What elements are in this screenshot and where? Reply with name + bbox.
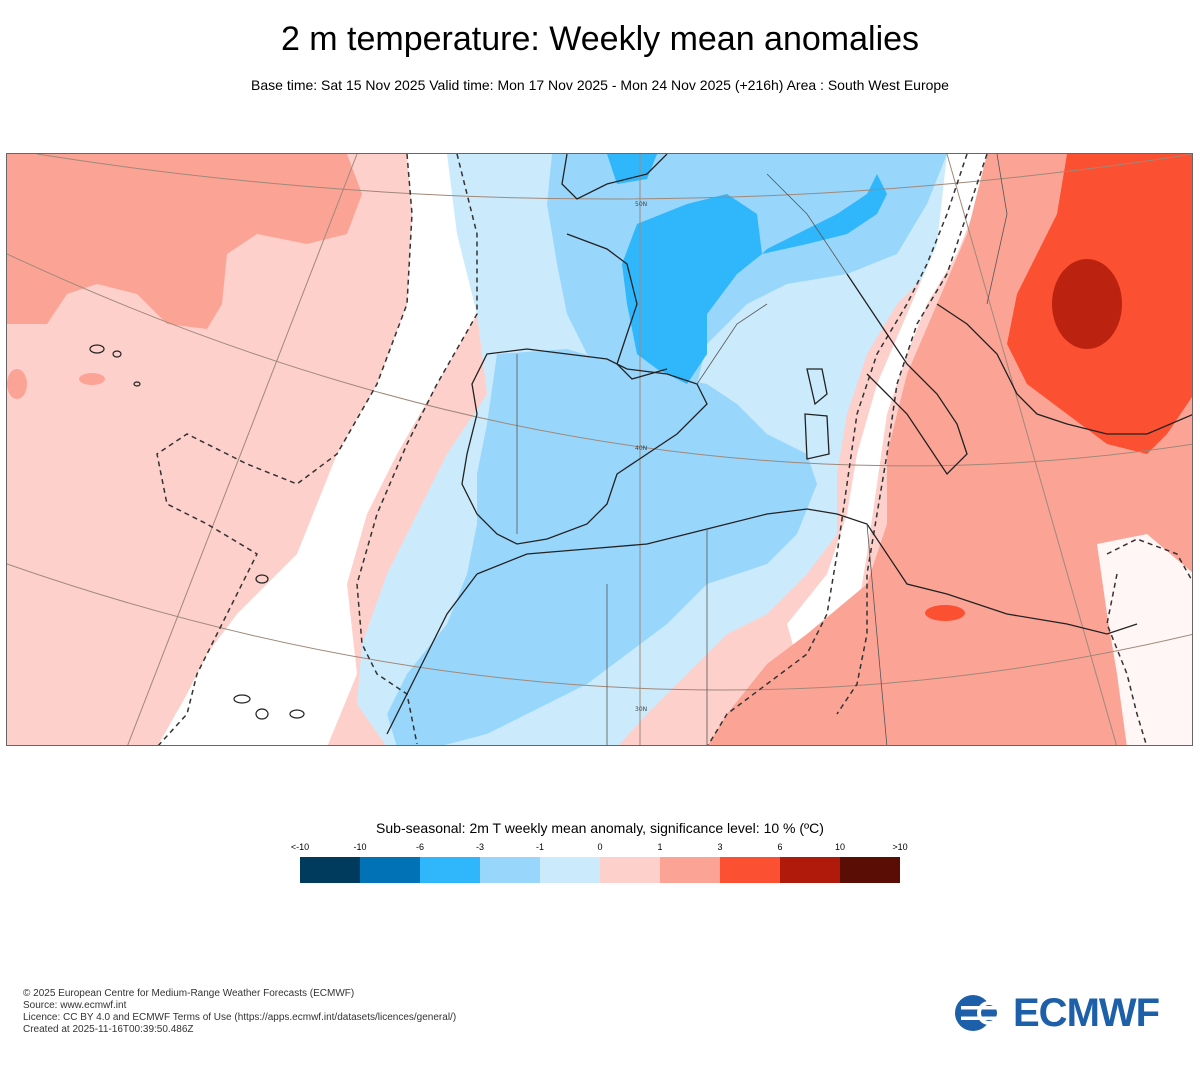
legend-swatch [480, 857, 540, 883]
legend-swatch [360, 857, 420, 883]
legend-swatch [720, 857, 780, 883]
cool-core-france [622, 194, 762, 384]
legend-tick-label: -1 [535, 842, 545, 852]
warm-blob [79, 373, 105, 385]
significance-contours [156, 154, 1192, 745]
lat-label-50n: 50N [635, 201, 647, 208]
islands [89, 344, 305, 720]
neutral-band-east [787, 154, 987, 714]
legend-swatch [780, 857, 840, 883]
page-title: 2 m temperature: Weekly mean anomalies [280, 20, 920, 58]
map-canvas: 50N 40N 30N [7, 154, 1192, 745]
legend-swatch [600, 857, 660, 883]
legend-tick-label: 3 [717, 842, 723, 852]
legend-swatch [660, 857, 720, 883]
ecmwf-logo-text: ECMWF [1013, 991, 1160, 1035]
legend-tick-label: 0 [597, 842, 603, 852]
footer: © 2025 European Centre for Medium-Range … [23, 988, 456, 1036]
legend-swatch [540, 857, 600, 883]
legend-tick-label: <-10 [290, 842, 310, 852]
legend-colorbar [300, 857, 900, 883]
ecmwf-logo-mark-icon [955, 995, 1001, 1031]
footer-licence: Licence: CC BY 4.0 and ECMWF Terms of Us… [23, 1012, 457, 1023]
cool-core-alps [762, 174, 887, 254]
cool-area-iberia [387, 349, 817, 745]
graticule [7, 154, 1192, 745]
legend-tick-label: -10 [353, 842, 367, 852]
warm-blob-africa [925, 605, 965, 621]
warm-blob-2 [7, 369, 27, 399]
legend-tick-label: >10 [892, 842, 908, 852]
legend-tick-label: 10 [834, 842, 846, 852]
neutral-patch-southeast [1097, 534, 1192, 745]
lat-label-30n: 30N [635, 706, 647, 713]
legend-tick-label: 6 [777, 842, 783, 852]
lat-label-40n: 40N [635, 445, 647, 452]
page-subtitle: Base time: Sat 15 Nov 2025 Valid time: M… [251, 77, 949, 93]
legend-title: Sub-seasonal: 2m T weekly mean anomaly, … [376, 820, 824, 836]
country-borders [516, 154, 1008, 745]
cool-core-channel [607, 154, 657, 184]
legend-tick-label: 1 [657, 842, 663, 852]
footer-created: Created at 2025-11-16T00:39:50.486Z [23, 1024, 194, 1035]
warm-core-darkest [1052, 259, 1122, 349]
legend-ticks: <-10 -10 -6 -3 -1 0 1 3 6 10 >10 [291, 842, 908, 854]
legend-swatch [840, 857, 900, 883]
legend-swatch [420, 857, 480, 883]
footer-source: Source: www.ecmwf.int [23, 1000, 127, 1011]
coastlines [386, 154, 1192, 735]
neutral-band-west [158, 154, 477, 745]
anomaly-map: 50N 40N 30N [6, 153, 1193, 746]
legend-tick-label: -6 [415, 842, 425, 852]
ecmwf-logo: ECMWF [953, 993, 1183, 1033]
footer-copyright: © 2025 European Centre for Medium-Range … [23, 988, 355, 999]
legend-tick-label: -3 [475, 842, 485, 852]
legend-swatch [300, 857, 360, 883]
atlantic-warm-patch [7, 154, 362, 329]
